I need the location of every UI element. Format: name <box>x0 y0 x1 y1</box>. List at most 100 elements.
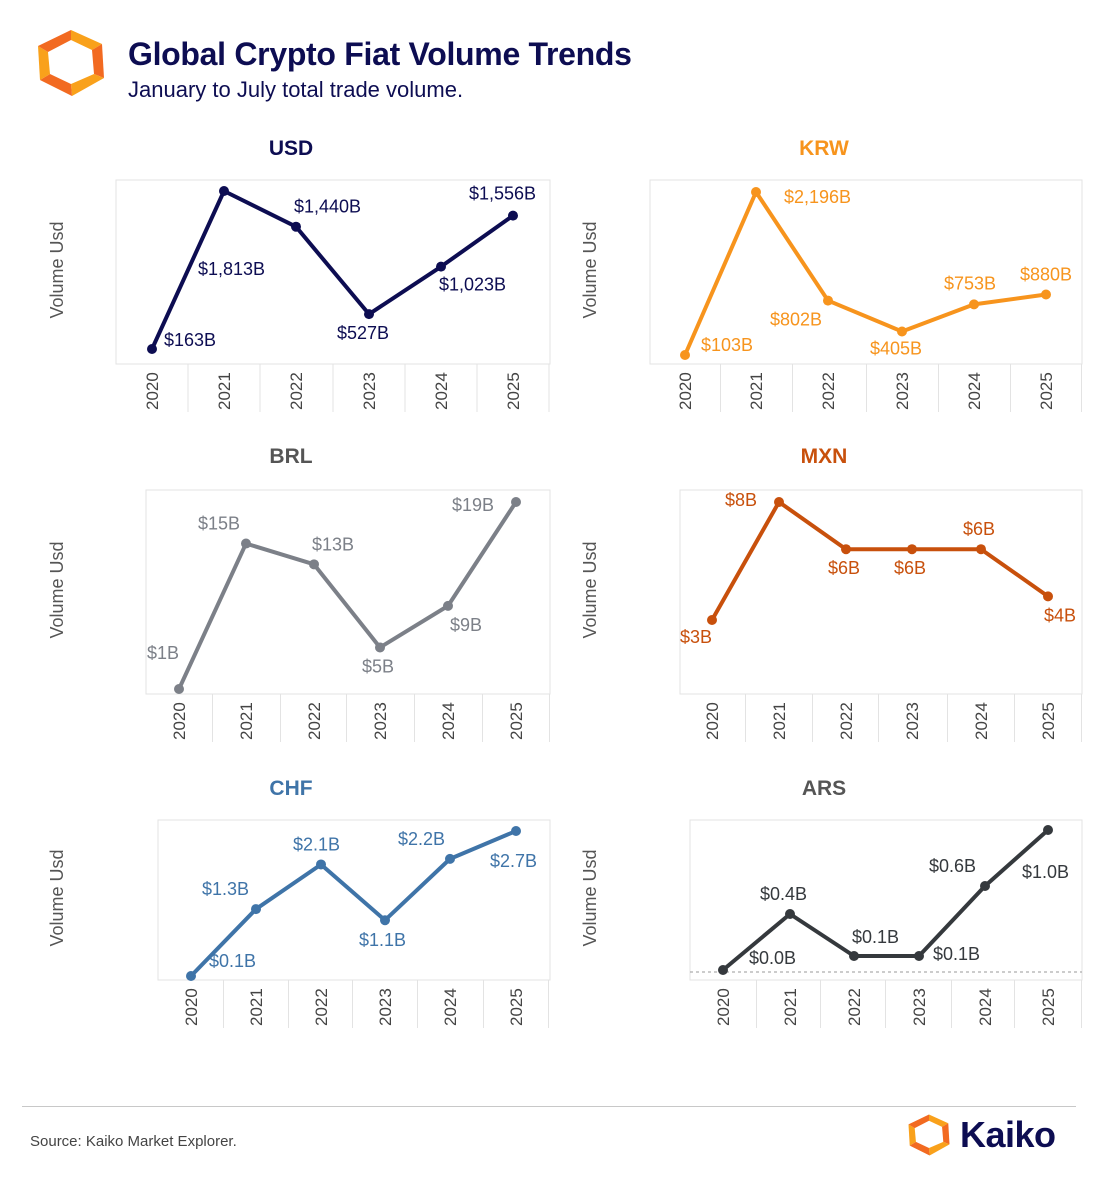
krw-data-point <box>1041 289 1051 300</box>
brl-data-label: $9B <box>450 615 482 635</box>
chf-plot-frame <box>157 819 551 981</box>
mxn-plot-frame <box>679 489 1083 695</box>
usd-x-tick-label: 2025 <box>504 372 523 410</box>
krw-data-point <box>897 326 907 337</box>
usd-data-label: $1,813B <box>198 259 265 279</box>
chf-x-tick-label: 2023 <box>376 988 395 1026</box>
page-subtitle: January to July total trade volume. <box>128 77 464 102</box>
usd-x-tick-label: 2024 <box>432 372 451 410</box>
mxn-data-label: $6B <box>963 519 995 539</box>
ars-chart: 2020 2021 2022 2023 2024 2025 ARS Volume Usd $0.… <box>580 777 1083 1028</box>
mxn-y-axis-label: Volume Usd <box>580 541 600 638</box>
ars-data-point <box>718 965 728 975</box>
chf-y-axis-label: Volume Usd <box>47 849 67 946</box>
krw-data-label: $802B <box>770 310 822 330</box>
brl-y-axis-label: Volume Usd <box>47 541 67 638</box>
ars-x-tick-label: 2025 <box>1039 988 1058 1026</box>
ars-x-tick-label: 2023 <box>910 988 929 1026</box>
krw-chart-title: KRW <box>799 137 849 160</box>
mxn-data-point <box>907 544 917 555</box>
chf-data-label: $1.3B <box>202 879 249 899</box>
brl-data-point <box>309 559 319 570</box>
mxn-data-point <box>1043 591 1053 602</box>
mxn-data-point <box>976 544 986 555</box>
brl-chart-title: BRL <box>269 445 312 468</box>
krw-x-tick-label: 2024 <box>965 372 984 410</box>
krw-data-point <box>680 350 690 360</box>
ars-x-tick-label: 2022 <box>845 988 864 1026</box>
usd-data-label: $1,440B <box>294 197 361 217</box>
brl-data-point <box>443 600 453 611</box>
krw-x-tick-label: 2021 <box>747 372 766 410</box>
usd-data-label: $1,023B <box>439 275 506 295</box>
chf-series-line <box>189 829 518 978</box>
footer-divider <box>22 1106 1076 1107</box>
krw-data-label: $405B <box>870 338 922 358</box>
usd-data-point <box>508 210 518 221</box>
chf-x-tick-label: 2020 <box>182 988 201 1026</box>
ars-data-label: $0.1B <box>933 944 980 964</box>
mxn-data-label: $6B <box>894 558 926 578</box>
usd-data-label: $1,556B <box>469 184 536 204</box>
brl-x-tick-label: 2023 <box>371 702 390 740</box>
chf-data-point <box>445 853 455 864</box>
chf-data-point <box>251 904 261 915</box>
usd-x-tick-label: 2023 <box>360 372 379 410</box>
mxn-x-tick-label: 2020 <box>703 702 722 740</box>
mxn-data-label: $3B <box>680 627 712 647</box>
brl-chart: 2020 2021 2022 2023 2024 2025 BRL Volume Usd $1B… <box>47 445 551 742</box>
mxn-x-tick-label: 2025 <box>1039 702 1058 740</box>
chf-data-point <box>511 826 521 836</box>
brl-x-tick-label: 2020 <box>170 702 189 740</box>
brl-data-label: $15B <box>198 514 240 534</box>
krw-data-label: $103B <box>701 335 753 355</box>
brl-data-label: $13B <box>312 534 354 554</box>
chf-data-label: $0.1B <box>209 951 256 971</box>
ars-series-line <box>721 828 1050 972</box>
mxn-data-point <box>707 615 717 625</box>
brand-name: Kaiko <box>960 1114 1056 1155</box>
brl-x-tick-label: 2024 <box>439 702 458 740</box>
chf-data-label: $2.1B <box>293 834 340 854</box>
ars-plot-frame <box>689 819 1083 981</box>
chf-data-point <box>316 859 326 870</box>
mxn-data-point <box>774 497 784 507</box>
brl-x-tick-label: 2022 <box>305 702 324 740</box>
krw-x-tick-label: 2025 <box>1037 372 1056 410</box>
usd-data-point <box>291 221 301 232</box>
ars-data-label: $0.4B <box>760 884 807 904</box>
usd-data-point <box>436 261 446 272</box>
charts-grid: 2020 2021 2022 2023 2024 2025 USD Volume Usd $16… <box>47 137 1083 1028</box>
ars-x-tick-label: 2021 <box>781 988 800 1026</box>
mxn-chart: 2020 2021 2022 2023 2024 2025 MXN Volume Usd $3B… <box>580 445 1083 742</box>
usd-chart: 2020 2021 2022 2023 2024 2025 USD Volume Usd $16… <box>47 137 551 412</box>
krw-x-tick-label: 2023 <box>893 372 912 410</box>
krw-x-tick-label: 2020 <box>676 372 695 410</box>
mxn-x-tick-label: 2022 <box>837 702 856 740</box>
ars-data-label: $0.6B <box>929 856 976 876</box>
usd-series-line <box>150 189 515 351</box>
brl-x-tick-label: 2021 <box>237 702 256 740</box>
brl-data-point <box>375 642 385 653</box>
usd-x-tick-label: 2021 <box>215 372 234 410</box>
brl-data-point <box>511 497 521 507</box>
source-note: Source: Kaiko Market Explorer. <box>30 1133 237 1150</box>
krw-x-tick-label: 2022 <box>819 372 838 410</box>
mxn-data-label: $6B <box>828 558 860 578</box>
ars-data-label: $0.0B <box>749 948 796 968</box>
chf-x-tick-label: 2022 <box>312 988 331 1026</box>
chf-data-point <box>186 971 196 981</box>
krw-data-label: $2,196B <box>784 187 851 207</box>
krw-data-label: $880B <box>1020 264 1072 284</box>
mxn-series-line <box>710 500 1050 622</box>
page-title: Global Crypto Fiat Volume Trends <box>128 36 632 72</box>
usd-data-point <box>219 186 229 196</box>
krw-data-label: $753B <box>944 273 996 293</box>
ars-x-tick-label: 2020 <box>714 988 733 1026</box>
krw-data-point <box>969 299 979 310</box>
brl-plot-frame <box>145 489 551 695</box>
chf-data-label: $2.7B <box>490 851 537 871</box>
mxn-data-label: $8B <box>725 490 757 510</box>
brl-data-label: $1B <box>147 643 179 663</box>
ars-x-tick-label: 2024 <box>976 988 995 1026</box>
